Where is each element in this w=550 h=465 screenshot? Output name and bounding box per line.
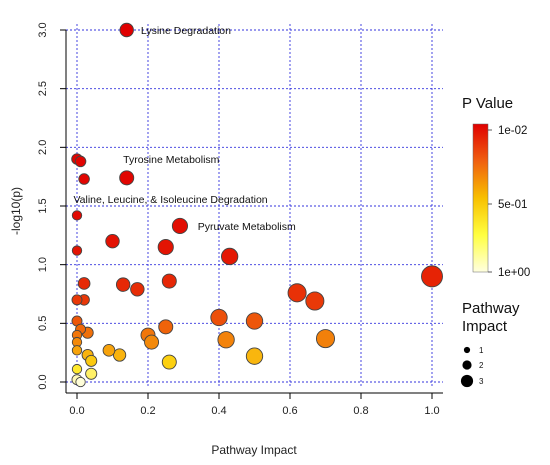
data-point [245, 347, 264, 365]
data-point [157, 238, 174, 256]
data-point [102, 343, 116, 357]
data-point [245, 312, 264, 330]
size-legend-label: 3 [479, 377, 484, 386]
y-tick-label: 2.0 [37, 140, 49, 155]
annotation-label: Pyruvate Metabolism [198, 221, 296, 233]
data-point [78, 173, 90, 185]
data-point [158, 319, 174, 335]
data-points [71, 22, 443, 388]
data-point [144, 334, 160, 350]
data-point [315, 329, 336, 349]
data-point [85, 354, 98, 367]
x-tick-labels: 0.0 0.2 0.4 0.6 0.8 1.0 [69, 405, 439, 417]
size-legend-label: 2 [479, 361, 484, 370]
data-point [171, 217, 189, 235]
annotation-label: Valine, Leucine, & Isoleucine Degradatio… [73, 194, 267, 206]
data-point [74, 155, 87, 168]
data-point [210, 308, 228, 327]
x-tick-label: 0.6 [282, 405, 297, 417]
data-point [115, 277, 131, 292]
colorbar-label: 1e-02 [498, 125, 527, 137]
data-point [105, 233, 120, 249]
data-point [71, 245, 83, 256]
x-tick-label: 0.2 [140, 405, 155, 417]
x-tick-label: 1.0 [424, 405, 439, 417]
colorbar-ticks: 1e-02 5e-01 1e+00 [488, 125, 530, 279]
data-point [305, 291, 325, 311]
data-point [77, 277, 91, 290]
size-legend: 1 2 3 [460, 346, 484, 388]
y-tick-label: 3.0 [37, 22, 49, 37]
x-tick-label: 0.4 [211, 405, 226, 417]
data-point [161, 273, 177, 289]
colorbar [472, 123, 489, 273]
y-tick-label: 2.5 [37, 81, 49, 96]
size-legend-label: 1 [479, 346, 484, 355]
annotation-label: Lysine Degradation [141, 25, 231, 37]
size-legend-title-line1: Pathway [462, 300, 520, 317]
data-point [119, 22, 134, 38]
data-point [71, 210, 83, 221]
y-axis-title: -log10(p) [9, 187, 23, 235]
y-tick-label: 0.0 [37, 374, 49, 389]
size-legend-dot [462, 360, 472, 370]
data-point [421, 265, 443, 288]
annotations: Lysine Degradation Tyrosine Metabolism Val… [73, 25, 296, 233]
data-point [161, 354, 177, 370]
data-point [71, 363, 83, 375]
size-legend-title-line2: Impact [462, 318, 508, 335]
colorbar-title: P Value [462, 95, 513, 112]
data-point [71, 345, 83, 356]
data-point [75, 376, 86, 388]
grid-lines [66, 24, 443, 388]
x-tick-label: 0.0 [69, 405, 84, 417]
data-point [220, 247, 239, 266]
data-point [130, 282, 145, 297]
size-legend-dot [460, 374, 474, 388]
axes [60, 29, 443, 399]
data-point [85, 367, 98, 380]
data-point [71, 294, 83, 306]
y-tick-label: 1.5 [37, 198, 49, 213]
y-tick-label: 1.0 [37, 257, 49, 272]
y-tick-label: 0.5 [37, 316, 49, 331]
x-axis-title: Pathway Impact [211, 443, 297, 457]
data-point [119, 170, 135, 186]
size-legend-dot [463, 346, 471, 354]
data-point [217, 331, 235, 349]
colorbar-label: 1e+00 [498, 267, 530, 279]
annotation-label: Tyrosine Metabolism [123, 154, 220, 166]
data-point [112, 348, 127, 362]
y-tick-labels: 0.0 0.5 1.0 1.5 2.0 2.5 3.0 [37, 22, 49, 389]
data-point [287, 283, 307, 303]
x-tick-label: 0.8 [353, 405, 368, 417]
colorbar-label: 5e-01 [498, 199, 527, 211]
